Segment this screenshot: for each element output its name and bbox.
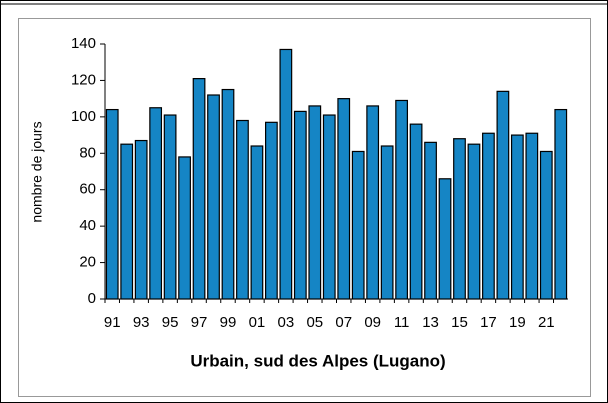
bar xyxy=(265,121,278,300)
x-tick-label: 01 xyxy=(249,314,266,331)
bar xyxy=(496,90,510,300)
y-tick-label: 140 xyxy=(71,35,96,52)
bar xyxy=(105,108,119,300)
bar xyxy=(279,48,293,300)
x-tick-label: 15 xyxy=(451,314,468,331)
bar xyxy=(525,132,539,300)
bar xyxy=(149,107,163,300)
bar xyxy=(554,108,568,300)
bar xyxy=(308,105,322,300)
bar xyxy=(221,88,235,300)
x-tick-label: 91 xyxy=(104,314,121,331)
x-tick-label: 09 xyxy=(364,314,381,331)
y-tick-label: 0 xyxy=(88,290,96,307)
x-tick-label: 95 xyxy=(162,314,179,331)
x-tick-label: 99 xyxy=(220,314,237,331)
x-tick-label: 07 xyxy=(335,314,352,331)
bar xyxy=(322,114,336,300)
y-tick-label: 20 xyxy=(79,254,96,271)
y-tick-label: 40 xyxy=(79,217,96,234)
bar xyxy=(409,123,423,300)
bar xyxy=(380,145,394,300)
y-tick-label: 100 xyxy=(71,108,96,125)
bar xyxy=(134,139,148,300)
bar xyxy=(192,78,206,300)
bar xyxy=(453,138,466,300)
y-axis-label: nombre de jours xyxy=(29,121,45,222)
bar xyxy=(293,110,307,300)
bar xyxy=(424,141,437,300)
bar xyxy=(120,143,134,300)
x-tick-label: 97 xyxy=(191,314,208,331)
x-tick-label: 93 xyxy=(133,314,150,331)
bar xyxy=(510,134,524,300)
bar xyxy=(366,105,380,300)
chart-title: Urbain, sud des Alpes (Lugano) xyxy=(190,351,445,370)
x-tick-label: 17 xyxy=(480,314,497,331)
y-tick-label: 80 xyxy=(79,144,96,161)
x-tick-label: 13 xyxy=(422,314,439,331)
bar xyxy=(236,119,249,300)
bar xyxy=(467,143,481,300)
y-tick-label: 60 xyxy=(79,181,96,198)
bar xyxy=(163,114,177,300)
bar xyxy=(482,132,495,300)
x-tick-label: 03 xyxy=(278,314,295,331)
bar xyxy=(207,94,220,300)
y-tick-label: 120 xyxy=(71,71,96,88)
bar xyxy=(395,99,408,300)
bar xyxy=(438,178,452,300)
bar xyxy=(250,145,264,300)
x-tick-label: 19 xyxy=(509,314,526,331)
bar xyxy=(539,150,553,300)
x-tick-label: 21 xyxy=(538,314,555,331)
bar xyxy=(351,150,365,300)
bar xyxy=(178,156,191,300)
x-tick-label: 11 xyxy=(394,314,410,331)
bar xyxy=(337,98,351,300)
x-tick-label: 05 xyxy=(306,314,323,331)
